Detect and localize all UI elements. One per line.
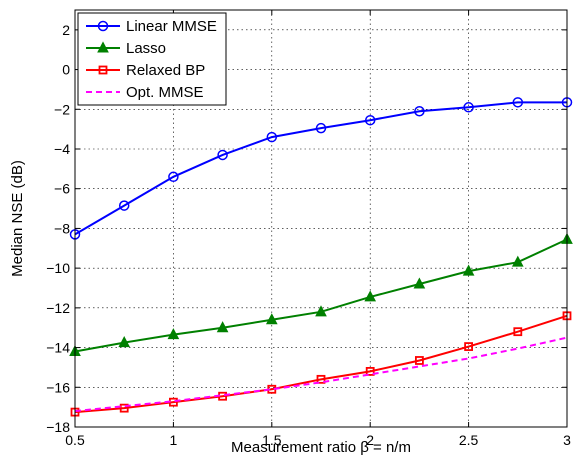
- data-point-relaxed-bp: [316, 374, 326, 384]
- data-point-relaxed-bp: [414, 356, 424, 365]
- y-tick-label: −2: [54, 101, 70, 117]
- data-point-lasso: [167, 328, 180, 340]
- data-point-lasso: [315, 305, 327, 317]
- data-point-linear-mmse: [266, 131, 278, 143]
- y-tick-label: −18: [46, 419, 70, 435]
- y-tick-label: −12: [46, 300, 70, 316]
- axes-frame: [74, 9, 568, 428]
- data-point-linear-mmse: [512, 97, 524, 108]
- legend-label-opt-mmse: Opt. MMSE: [126, 84, 204, 101]
- data-point-lasso: [511, 255, 524, 267]
- y-tick-label: −8: [54, 220, 70, 236]
- legend-label-linear-mmse: Linear MMSE: [126, 18, 217, 35]
- legend-marker-linear-mmse: [97, 20, 109, 32]
- x-tick-label: 1.5: [262, 432, 282, 448]
- x-tick-label: 3: [563, 432, 571, 448]
- legend-label-relaxed-bp: Relaxed BP: [126, 62, 205, 79]
- axis-ticks: 0.5 1 1.5 2 2.5 3 −18 −16 −14 −12 −10 −8 −6 −4 −2 0 2: [46, 10, 571, 448]
- series-linear-mmse: [69, 97, 573, 240]
- data-point-linear-mmse: [364, 114, 376, 126]
- data-point-relaxed-bp: [119, 403, 129, 413]
- data-point-relaxed-bp: [513, 327, 523, 337]
- data-point-lasso: [364, 290, 377, 302]
- legend-box: [77, 12, 227, 106]
- data-point-lasso: [216, 321, 229, 333]
- data-point-linear-mmse: [315, 122, 327, 134]
- legend: Linear MMSE Lasso Relaxed BP Opt. MMSE: [77, 12, 227, 106]
- series-opt-mmse: [74, 336, 568, 413]
- x-tick-label: 1: [170, 432, 178, 448]
- y-tick-label: −4: [54, 141, 70, 157]
- legend-label-lasso: Lasso: [126, 40, 166, 57]
- y-tick-label: −10: [46, 260, 70, 276]
- y-tick-label: −16: [46, 379, 70, 395]
- data-point-relaxed-bp: [464, 342, 474, 351]
- data-point-linear-mmse: [118, 200, 130, 211]
- y-tick-label: −6: [54, 181, 70, 197]
- data-point-linear-mmse: [414, 106, 425, 117]
- legend-marker-lasso: [97, 41, 109, 53]
- legend-marker-relaxed-bp: [98, 65, 108, 75]
- x-axis-label: Measurement ratio β = n/m: [231, 439, 411, 456]
- y-axis-label: Median NSE (dB): [9, 160, 26, 277]
- plot-area: [69, 97, 573, 417]
- x-tick-label: 2.5: [459, 432, 479, 448]
- x-tick-label: 2: [366, 432, 374, 448]
- data-point-linear-mmse: [168, 171, 179, 183]
- series-line-relaxed-bp: [74, 314, 568, 414]
- data-point-linear-mmse: [217, 149, 228, 161]
- y-tick-label: −14: [46, 340, 70, 356]
- data-point-lasso: [462, 264, 475, 276]
- series-line-linear-mmse: [74, 101, 567, 236]
- x-tick-label: 0.5: [65, 432, 85, 448]
- y-tick-label: 0: [62, 62, 70, 78]
- data-point-relaxed-bp: [365, 366, 375, 376]
- data-point-lasso: [413, 277, 426, 289]
- y-tick-label: 2: [62, 22, 70, 38]
- series-line-opt-mmse: [74, 336, 568, 413]
- data-point-lasso: [118, 336, 131, 348]
- data-point-linear-mmse: [463, 102, 474, 113]
- data-point-lasso: [265, 313, 278, 325]
